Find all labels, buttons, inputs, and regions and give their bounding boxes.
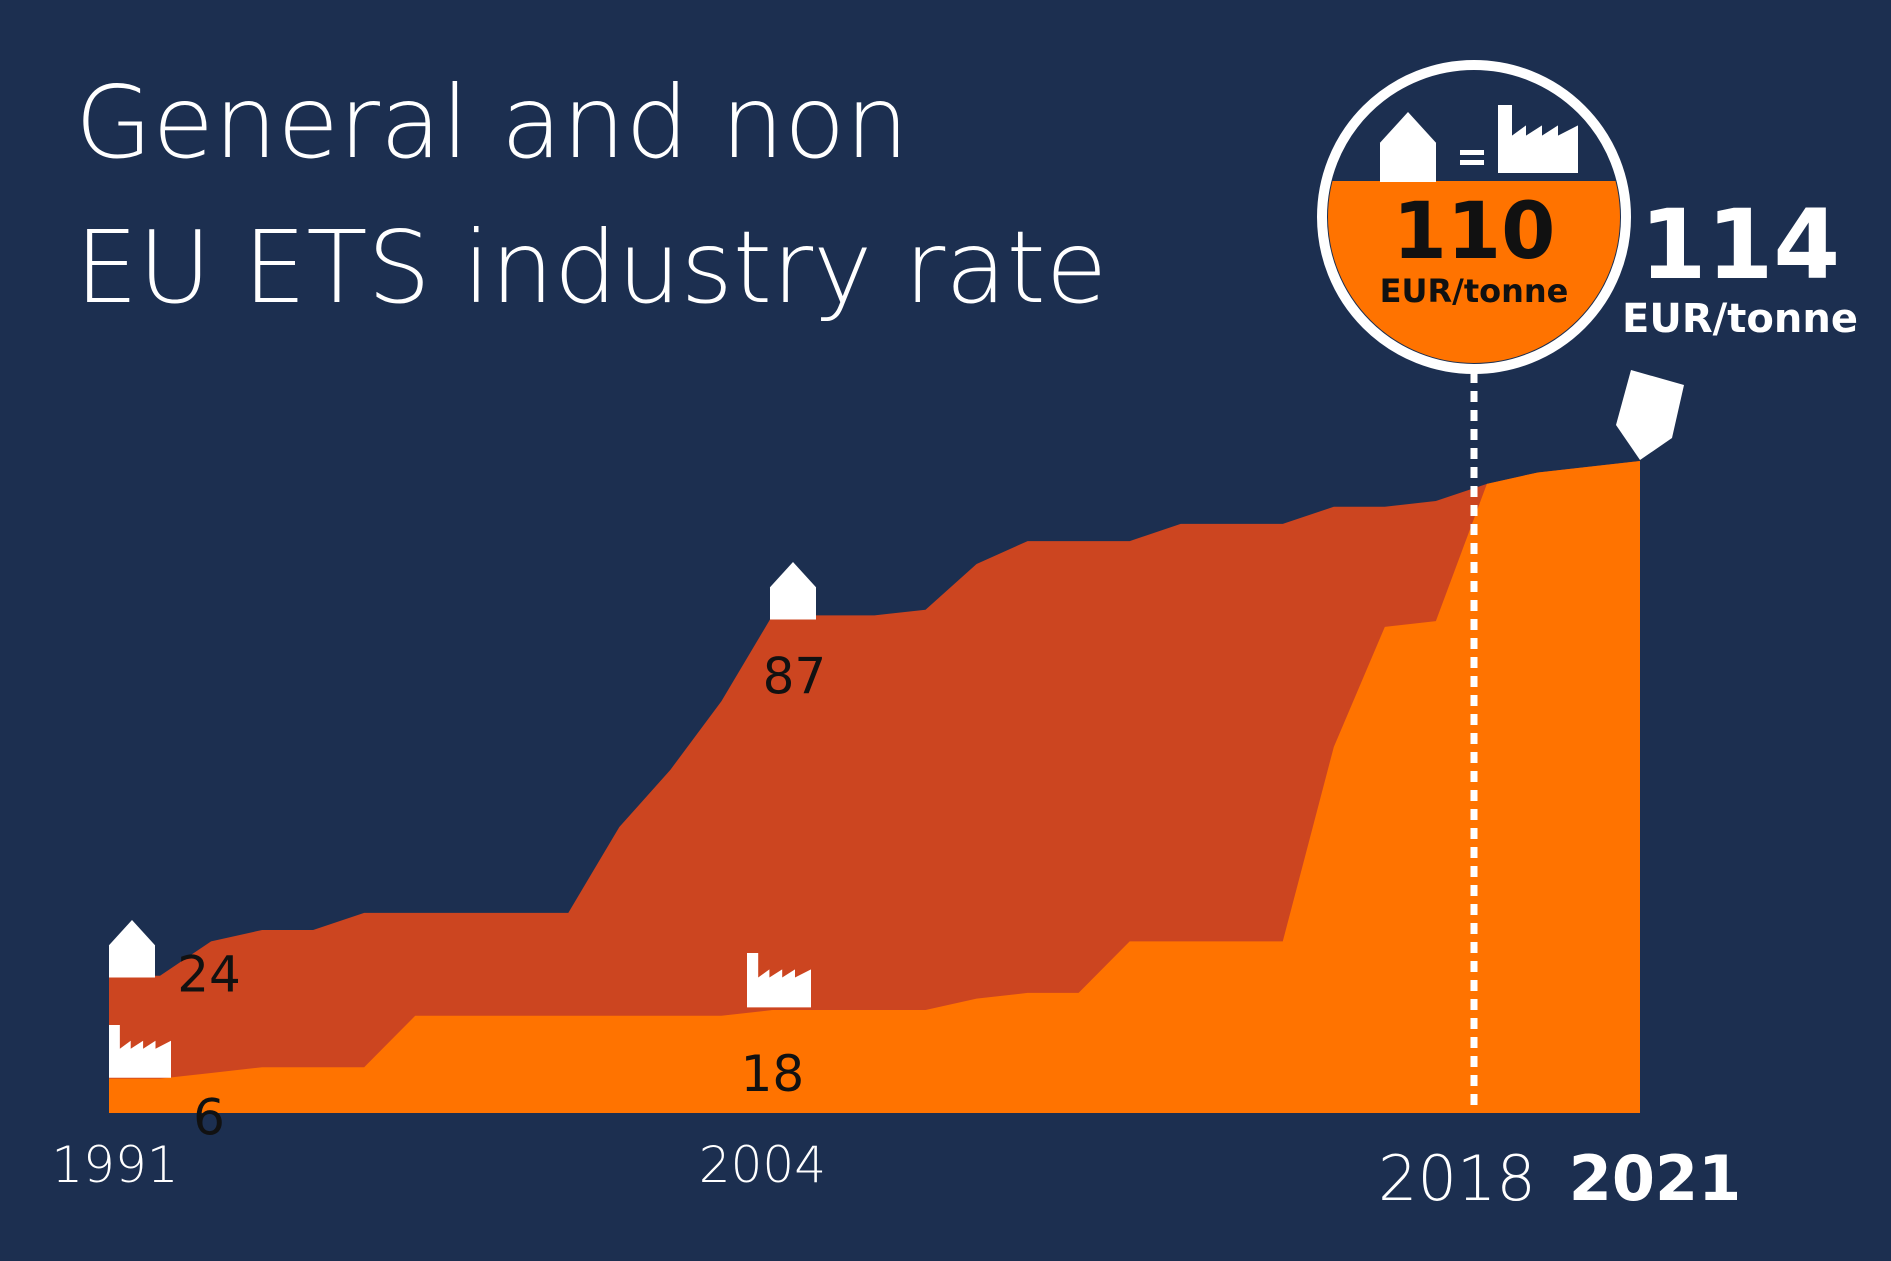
factory-icon: [1498, 105, 1578, 173]
chart-title-line: EU ETS industry rate: [75, 209, 1107, 326]
factory-icon: [109, 1025, 171, 1078]
house-icon: [109, 920, 155, 978]
value-label: 114: [1640, 189, 1840, 301]
x-tick-label: 2018: [1378, 1142, 1536, 1215]
equals-bottom: [1460, 160, 1484, 165]
x-tick-label: 2021: [1569, 1142, 1742, 1215]
unit-label: EUR/tonne: [1622, 296, 1858, 342]
x-tick-label: 2004: [699, 1136, 826, 1194]
value-label: 110: [1393, 187, 1556, 277]
unit-label: EUR/tonne: [1380, 272, 1569, 310]
end-marker: [1616, 370, 1684, 460]
value-label: 18: [741, 1045, 805, 1103]
value-label: 6: [193, 1089, 225, 1147]
house-icon: [770, 562, 816, 620]
factory-icon: [747, 953, 811, 1008]
area: [109, 461, 1640, 1113]
house-icon: [1380, 112, 1436, 182]
value-label: 87: [763, 647, 827, 705]
value-label: 24: [177, 946, 241, 1004]
x-tick-label: 1991: [51, 1136, 178, 1194]
chart-title-line: General and non: [75, 64, 909, 181]
equals-top: [1460, 150, 1484, 155]
